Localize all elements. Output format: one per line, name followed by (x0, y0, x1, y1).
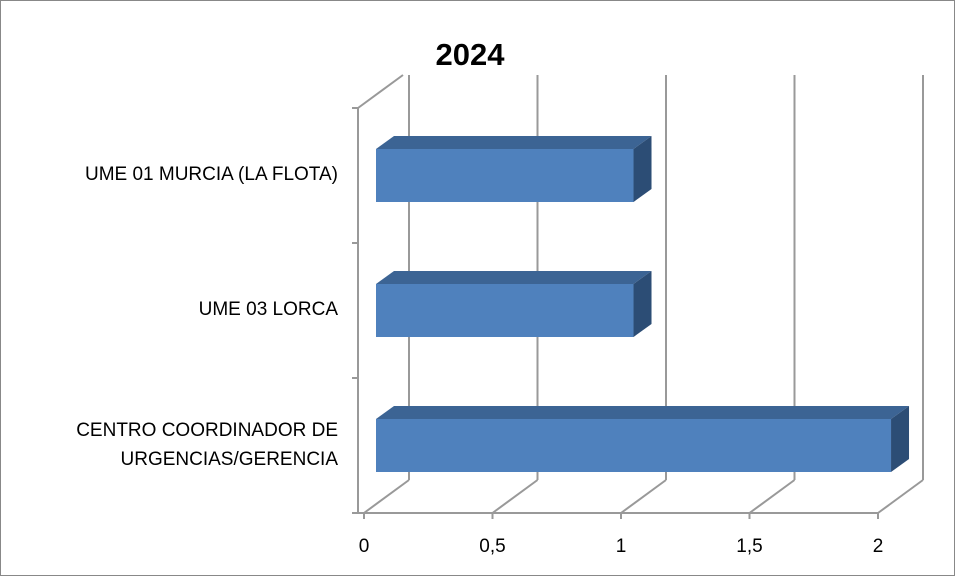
bar-side (633, 271, 652, 337)
y-tick-label: UME 01 MURCIA (LA FLOTA) (84, 164, 338, 186)
y-tick-label: CENTRO COORDINADOR DE URGENCIAS/GERENCIA (76, 420, 338, 470)
bar-top (376, 136, 652, 149)
x-tick-label: 1,5 (736, 536, 762, 557)
bar-side (891, 406, 910, 472)
axis-line (357, 74, 404, 109)
x-tick-label: 0,5 (479, 536, 505, 557)
x-tick-label: 2 (873, 536, 884, 557)
grid-line (748, 479, 796, 514)
grid-line (363, 479, 410, 514)
bar (376, 284, 634, 337)
x-tick-label: 0 (359, 536, 370, 557)
y-tick-label: UME 03 LORCA (198, 299, 338, 321)
grid-line (620, 479, 667, 514)
bar (376, 149, 634, 202)
bar-top (376, 406, 910, 419)
bar-top (376, 271, 652, 284)
chart-title: 2024 (436, 37, 506, 72)
bar-side (633, 136, 652, 202)
grid-line (877, 479, 924, 514)
grid-line (491, 479, 539, 514)
bar (376, 419, 892, 472)
x-tick-label: 1 (616, 536, 627, 557)
